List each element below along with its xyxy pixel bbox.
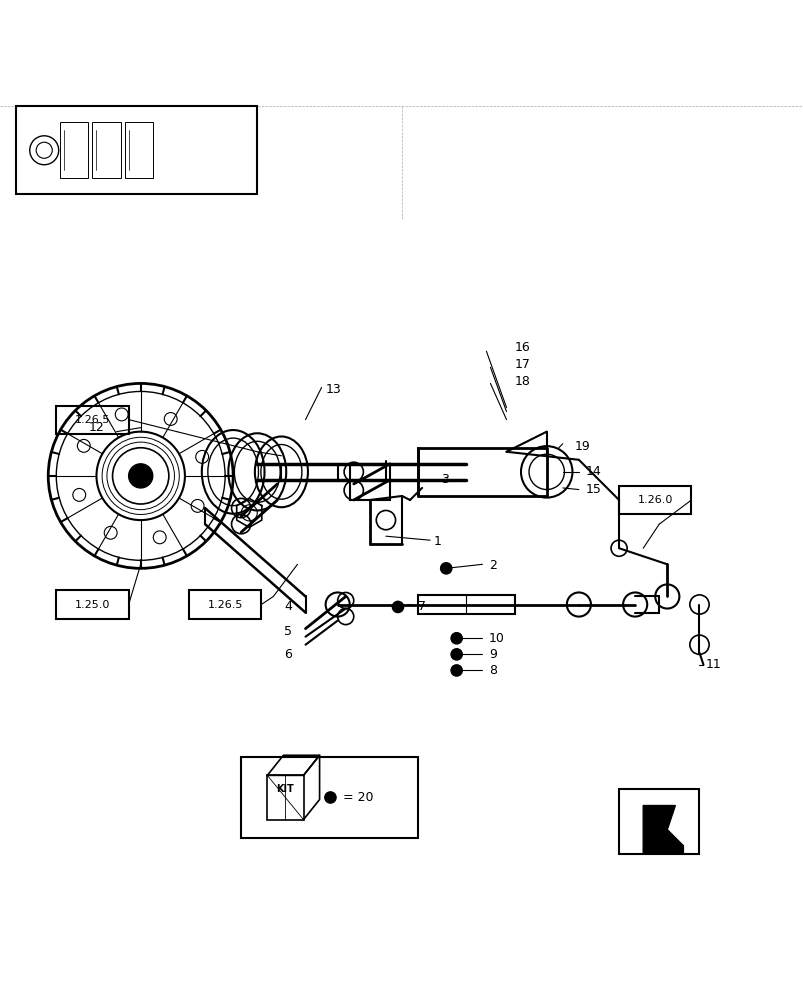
Text: = 20: = 20	[342, 791, 373, 804]
Text: 14: 14	[585, 465, 601, 478]
Bar	[124, 122, 153, 178]
Text: 18: 18	[514, 375, 530, 388]
Bar	[56, 590, 128, 619]
Circle shape	[450, 665, 462, 676]
Text: 5: 5	[283, 625, 291, 638]
Bar	[189, 590, 261, 619]
Circle shape	[450, 649, 462, 660]
Bar	[349, 464, 389, 500]
Circle shape	[440, 563, 451, 574]
Text: 12: 12	[88, 421, 104, 434]
Text: 7: 7	[418, 600, 426, 613]
Text: 13: 13	[325, 383, 341, 396]
Text: 11: 11	[705, 658, 721, 671]
Bar	[56, 406, 128, 434]
Bar	[267, 775, 304, 820]
Text: 4: 4	[283, 600, 291, 613]
Text: 1.26.5: 1.26.5	[75, 415, 110, 425]
Text: 3: 3	[440, 473, 448, 486]
Text: 1: 1	[434, 535, 442, 548]
Bar	[618, 789, 699, 854]
Text: 16: 16	[514, 341, 530, 354]
Bar	[418, 595, 514, 614]
Text: 6: 6	[283, 648, 291, 661]
Bar	[60, 122, 88, 178]
Bar	[16, 106, 257, 194]
Circle shape	[392, 601, 403, 613]
Circle shape	[324, 792, 336, 803]
Circle shape	[128, 464, 153, 488]
Circle shape	[450, 633, 462, 644]
Text: 15: 15	[585, 483, 601, 496]
Text: 2: 2	[488, 559, 496, 572]
Text: 1.26.0: 1.26.0	[637, 495, 672, 505]
Text: 19: 19	[574, 440, 590, 453]
Text: 17: 17	[514, 358, 530, 371]
Text: 1.26.5: 1.26.5	[207, 600, 243, 610]
Text: 8: 8	[488, 664, 496, 677]
Bar	[92, 122, 120, 178]
Bar	[618, 486, 691, 514]
Text: 10: 10	[488, 632, 504, 645]
Text: 1.25.0: 1.25.0	[75, 600, 110, 610]
Text: 9: 9	[488, 648, 496, 661]
Polygon shape	[642, 806, 683, 854]
Bar	[241, 757, 418, 838]
Text: KIT: KIT	[276, 784, 294, 794]
